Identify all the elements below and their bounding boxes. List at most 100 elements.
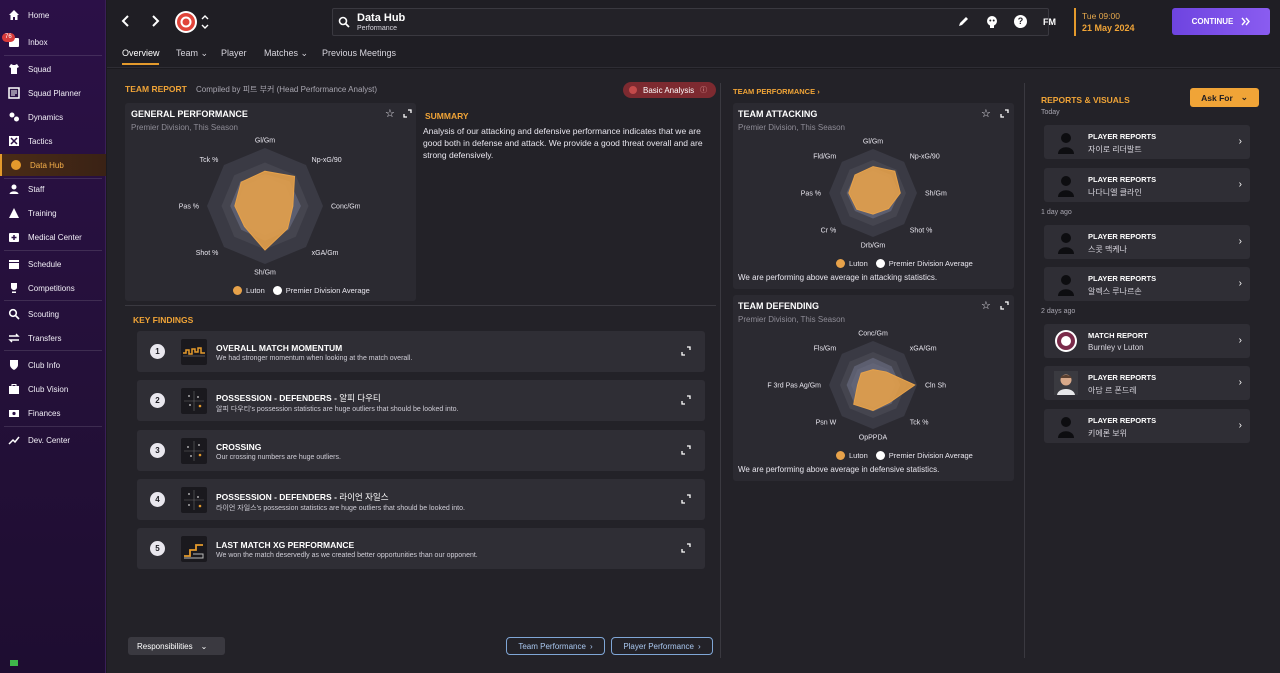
basic-analysis-button[interactable]: Basic Analysis ⓘ	[623, 82, 716, 98]
divider	[4, 426, 102, 427]
day-label: 1 day ago	[1041, 209, 1072, 216]
club-vision-icon	[0, 383, 28, 395]
game-time: Tue 09:00	[1082, 11, 1120, 21]
expand-icon[interactable]	[681, 395, 691, 405]
expand-icon[interactable]	[1000, 109, 1009, 118]
tab-player[interactable]: Player	[221, 48, 247, 58]
club-badge-icon[interactable]	[174, 10, 198, 34]
dynamics-icon	[0, 111, 28, 123]
finding-item[interactable]: 4 POSSESSION - DEFENDERS - 라이언 자일스 라이언 자…	[137, 479, 705, 520]
expand-icon[interactable]	[403, 109, 412, 118]
tab-team[interactable]: Team ⌄	[176, 48, 209, 58]
luton-legend-dot	[836, 451, 845, 460]
expand-icon[interactable]	[681, 494, 691, 504]
sidebar-item-competitions[interactable]: Competitions	[0, 277, 106, 299]
axis-label: Np-xG/90	[910, 154, 940, 161]
star-icon[interactable]: ☆	[981, 300, 991, 312]
star-icon[interactable]: ☆	[385, 108, 395, 120]
expand-icon[interactable]	[681, 346, 691, 356]
sidebar-item-squad-planner[interactable]: Squad Planner	[0, 82, 106, 104]
axis-label: Np-xG/90	[312, 157, 342, 164]
training-icon	[0, 207, 28, 219]
sidebar-item-schedule[interactable]: Schedule	[0, 253, 106, 275]
report-item[interactable]: PLAYER REPORTS 자이로 리더발트 ›	[1044, 125, 1250, 159]
double-chevron-right-icon	[1241, 17, 1251, 26]
tab-overview[interactable]: Overview	[122, 47, 160, 65]
xg-chart-icon	[181, 536, 207, 562]
axis-label: Conc/Gm	[331, 204, 360, 211]
axis-label: Tck %	[910, 419, 929, 426]
finding-item[interactable]: 5 LAST MATCH XG PERFORMANCE We won the m…	[137, 528, 705, 569]
defending-note: We are performing above average in defen…	[738, 465, 940, 474]
expand-icon[interactable]	[681, 543, 691, 553]
back-button[interactable]	[115, 10, 137, 32]
axis-label: Cln Sh	[925, 383, 946, 390]
responsibilities-button[interactable]: Responsibilities ⌄	[128, 637, 225, 655]
sidebar-item-club-info[interactable]: Club Info	[0, 354, 106, 376]
forward-button[interactable]	[144, 10, 166, 32]
chevron-down-icon: ⌄	[200, 48, 209, 58]
tab-matches[interactable]: Matches ⌄	[264, 48, 309, 58]
team-performance-link[interactable]: TEAM PERFORMANCE ›	[733, 87, 820, 96]
sidebar-item-medical-center[interactable]: Medical Center	[0, 226, 106, 248]
report-item[interactable]: PLAYER REPORTS 알렉스 루나르손 ›	[1044, 267, 1250, 301]
sidebar-item-transfers[interactable]: Transfers	[0, 327, 106, 349]
player-photo-icon	[1054, 371, 1078, 395]
edit-icon[interactable]	[958, 16, 969, 27]
player-silhouette-icon	[1058, 233, 1074, 254]
expand-icon[interactable]	[681, 445, 691, 455]
report-item[interactable]: PLAYER REPORTS 키에론 보위 ›	[1044, 409, 1250, 443]
finding-item[interactable]: 1 OVERALL MATCH MOMENTUM We had stronger…	[137, 331, 705, 372]
attacking-radar-chart: Gl/Gm Np-xG/90 Sh/Gm Shot % Drb/Gm Cr % Pas % F…	[801, 139, 947, 250]
sidebar-item-squad[interactable]: Squad	[0, 58, 106, 80]
report-item[interactable]: PLAYER REPORTS 아담 르 폰드레 ›	[1044, 366, 1250, 400]
divider	[125, 305, 716, 306]
sidebar-item-tactics[interactable]: Tactics	[0, 130, 106, 152]
axis-label: OpPPDA	[859, 435, 888, 442]
staff-icon	[0, 183, 28, 195]
sidebar-item-club-vision[interactable]: Club Vision	[0, 378, 106, 400]
finding-item[interactable]: 3 CROSSING Our crossing numbers are huge…	[137, 430, 705, 471]
axis-label: xGA/Gm	[910, 346, 937, 353]
chart-legend: Luton Premier Division Average	[836, 259, 973, 268]
axis-label: Pas %	[801, 191, 821, 198]
star-icon[interactable]: ☆	[981, 108, 991, 120]
scatter-chart-icon	[181, 388, 207, 414]
tactics-icon	[0, 135, 28, 147]
help-icon[interactable]: ?	[1014, 15, 1027, 28]
expand-icon[interactable]	[1000, 301, 1009, 310]
panel-title: TEAM ATTACKING	[738, 109, 818, 119]
sidebar-item-finances[interactable]: Finances	[0, 402, 106, 424]
continue-button[interactable]: CONTINUE	[1172, 8, 1270, 35]
club-switcher-icon[interactable]	[200, 12, 210, 32]
finding-item[interactable]: 2 POSSESSION - DEFENDERS - 알피 다우티 알피 다우티…	[137, 380, 705, 421]
player-performance-button[interactable]: Player Performance ›	[611, 637, 713, 655]
sidebar-item-scouting[interactable]: Scouting	[0, 303, 106, 325]
manager-icon[interactable]	[986, 15, 998, 28]
luton-series-area	[848, 166, 901, 215]
summary-text: Analysis of our attacking and defensive …	[423, 126, 703, 160]
team-performance-button[interactable]: Team Performance ›	[506, 637, 605, 655]
chevron-down-icon: ⌄	[300, 48, 309, 58]
report-item[interactable]: PLAYER REPORTS 나다니엘 클라인 ›	[1044, 168, 1250, 202]
sidebar-item-dev-center[interactable]: Dev. Center	[0, 429, 106, 451]
sidebar-item-home[interactable]: Home	[0, 4, 106, 26]
sidebar-item-data-hub[interactable]: Data Hub	[0, 154, 106, 176]
sidebar-item-staff[interactable]: Staff	[0, 178, 106, 200]
club-crest-icon	[1055, 330, 1077, 352]
summary-heading: SUMMARY	[425, 111, 469, 121]
sidebar-item-inbox[interactable]: 76 Inbox	[0, 31, 106, 53]
fm-menu-button[interactable]: FM	[1043, 17, 1056, 27]
average-legend-dot	[875, 451, 885, 460]
luton-series-area	[234, 170, 296, 251]
chevron-right-icon: ›	[698, 641, 701, 651]
chevron-right-icon: ›	[1238, 377, 1242, 388]
tab-previous-meetings[interactable]: Previous Meetings	[322, 48, 397, 58]
report-item[interactable]: PLAYER REPORTS 스콧 맥케나 ›	[1044, 225, 1250, 259]
sidebar-item-dynamics[interactable]: Dynamics	[0, 106, 106, 128]
divider	[4, 300, 102, 301]
sidebar-item-training[interactable]: Training	[0, 202, 106, 224]
ask-for-button[interactable]: Ask For ⌄	[1190, 88, 1259, 107]
report-item[interactable]: MATCH REPORT Burnley v Luton ›	[1044, 324, 1250, 358]
breadcrumb[interactable]: Data Hub Performance	[332, 8, 1049, 36]
